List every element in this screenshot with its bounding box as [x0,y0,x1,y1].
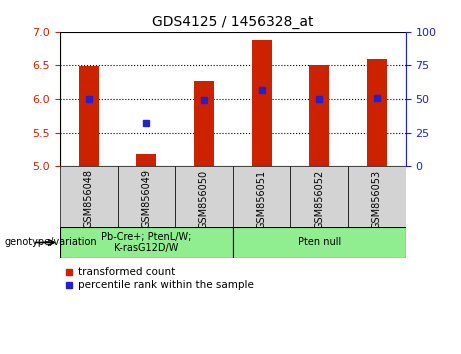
Bar [194,81,214,166]
Text: genotype/variation: genotype/variation [5,238,97,247]
Bar [60,166,118,227]
Bar [118,166,175,227]
Bar [136,154,156,166]
Text: GSM856048: GSM856048 [84,170,94,228]
Bar [233,166,290,227]
Legend: transformed count, percentile rank within the sample: transformed count, percentile rank withi… [65,267,254,290]
Bar [175,166,233,227]
Text: GSM856051: GSM856051 [257,170,266,229]
Bar [367,59,387,166]
Bar [290,166,348,227]
Bar [252,40,272,166]
Text: GSM856053: GSM856053 [372,170,382,229]
Bar [309,65,329,166]
Text: Pten null: Pten null [298,238,341,247]
Text: GSM856049: GSM856049 [142,170,151,228]
Bar [348,166,406,227]
Bar [233,227,406,258]
Bar [60,227,233,258]
Text: GSM856050: GSM856050 [199,170,209,229]
Text: Pb-Cre+; PtenL/W;
K-rasG12D/W: Pb-Cre+; PtenL/W; K-rasG12D/W [101,232,192,253]
Text: GSM856052: GSM856052 [314,170,324,229]
Title: GDS4125 / 1456328_at: GDS4125 / 1456328_at [152,16,313,29]
Bar [79,66,99,166]
